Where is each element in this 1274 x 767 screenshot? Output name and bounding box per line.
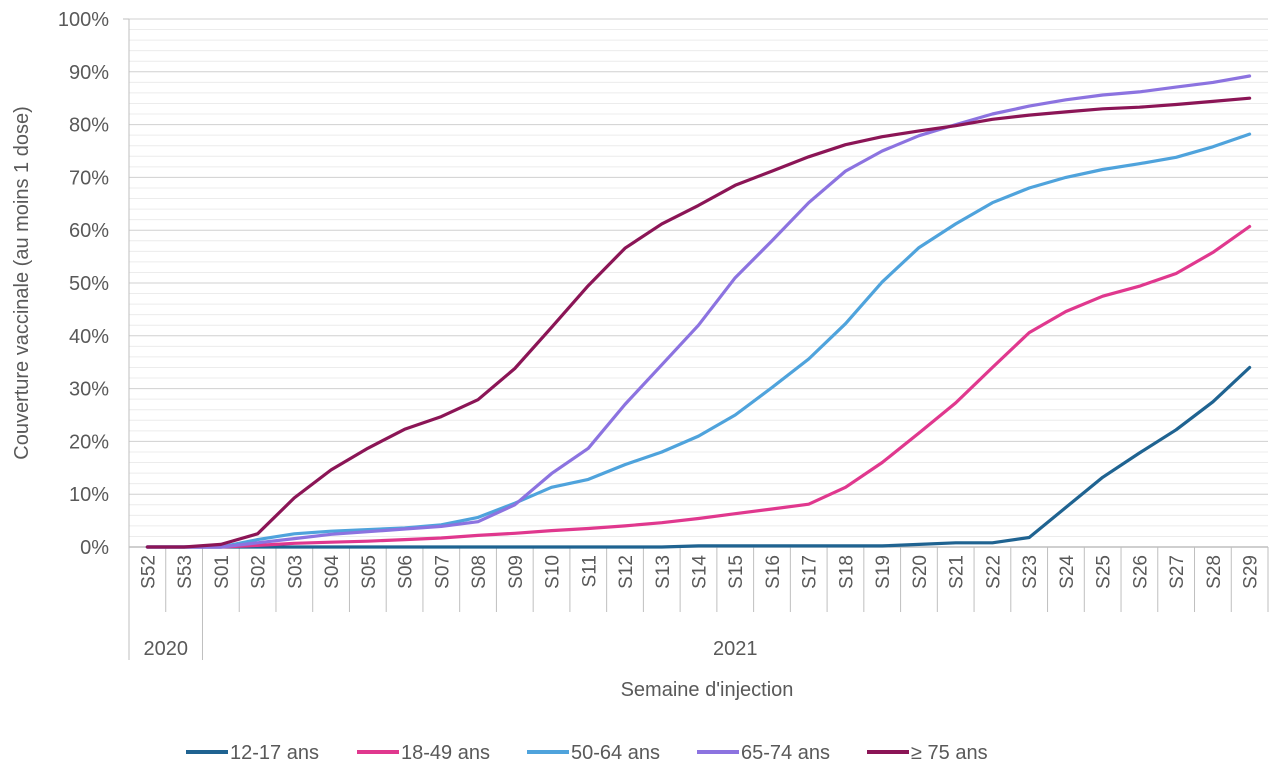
x-tick-label: S06 — [396, 555, 417, 589]
y-tick-label: 70% — [69, 167, 109, 189]
legend-label: ≥ 75 ans — [911, 742, 988, 764]
legend-label: 18-49 ans — [401, 742, 490, 764]
series-line — [145, 365, 1252, 549]
y-tick-label: 30% — [69, 379, 109, 401]
y-axis-label: Couverture vaccinale (au moins 1 dose) — [11, 106, 33, 460]
year-label: 2020 — [143, 638, 188, 660]
x-tick-label: S18 — [836, 555, 857, 589]
x-tick-label: S20 — [910, 555, 931, 589]
x-tick-label: S25 — [1094, 555, 1115, 589]
x-tick-label: S05 — [359, 555, 380, 589]
x-axis: S52 S53 S01 S02 S03 S04 S05 S06 S07 S08 S09 S10 S11 S… — [128, 546, 1269, 660]
year-label: 2021 — [713, 638, 758, 660]
legend-item: 50-64 ans — [527, 742, 660, 764]
y-tick-label: 10% — [69, 484, 109, 506]
x-tick-label: S12 — [616, 555, 637, 589]
x-tick-label: S16 — [763, 555, 784, 589]
y-tick-label: 20% — [69, 431, 109, 453]
legend-label: 50-64 ans — [571, 742, 660, 764]
x-tick-label: S03 — [285, 555, 306, 589]
x-tick-label: S17 — [800, 555, 821, 589]
x-tick-label: S10 — [543, 555, 564, 589]
y-tick-label: 90% — [69, 62, 109, 84]
x-axis-label: Semaine d'injection — [621, 679, 794, 701]
x-tick-label: S19 — [873, 555, 894, 589]
x-tick-label: S14 — [690, 555, 711, 589]
series-line — [145, 132, 1252, 549]
y-tick-label: 60% — [69, 220, 109, 242]
x-tick-label: S24 — [1057, 555, 1078, 589]
x-tick-label: S22 — [983, 555, 1004, 589]
x-tick-label: S21 — [947, 555, 968, 589]
y-tick-label: 50% — [69, 273, 109, 295]
series-lines — [145, 74, 1252, 549]
x-tick-label: S04 — [322, 555, 343, 589]
x-tick-label: S26 — [1130, 555, 1151, 589]
x-tick-label: S23 — [1020, 555, 1041, 589]
x-tick-label: S28 — [1204, 555, 1225, 589]
series-line — [145, 74, 1252, 549]
y-tick-label: 100% — [58, 9, 109, 31]
x-tick-label: S07 — [432, 555, 453, 589]
series-line — [145, 224, 1252, 549]
x-tick-label: S29 — [1241, 555, 1262, 589]
legend-item: 12-17 ans — [186, 742, 319, 764]
legend-item: ≥ 75 ans — [867, 742, 988, 764]
legend-item: 65-74 ans — [697, 742, 830, 764]
y-tick-label: 80% — [69, 115, 109, 137]
x-tick-label: S15 — [726, 555, 747, 589]
y-tick-label: 40% — [69, 326, 109, 348]
x-tick-label: S01 — [212, 555, 233, 589]
x-tick-label: S08 — [469, 555, 490, 589]
x-tick-label: S09 — [506, 555, 527, 589]
y-tick-labels: 0% 10% 20% 30% 40% 50% 60% 70% 80% 90% 100% — [58, 9, 109, 559]
legend: 12-17 ans 18-49 ans 50-64 ans 65-74 ans ≥ 75… — [186, 742, 988, 764]
x-tick-label: S53 — [175, 555, 196, 589]
y-tick-label: 0% — [80, 537, 109, 559]
x-tick-label: S02 — [249, 555, 270, 589]
series-line — [145, 96, 1252, 549]
legend-label: 65-74 ans — [741, 742, 830, 764]
x-tick-label: S13 — [653, 555, 674, 589]
x-tick-label: S52 — [138, 555, 159, 589]
x-tick-label: S11 — [579, 555, 600, 587]
x-tick-label: S27 — [1167, 555, 1188, 589]
gridlines — [123, 18, 1268, 547]
legend-item: 18-49 ans — [357, 742, 490, 764]
legend-label: 12-17 ans — [230, 742, 319, 764]
